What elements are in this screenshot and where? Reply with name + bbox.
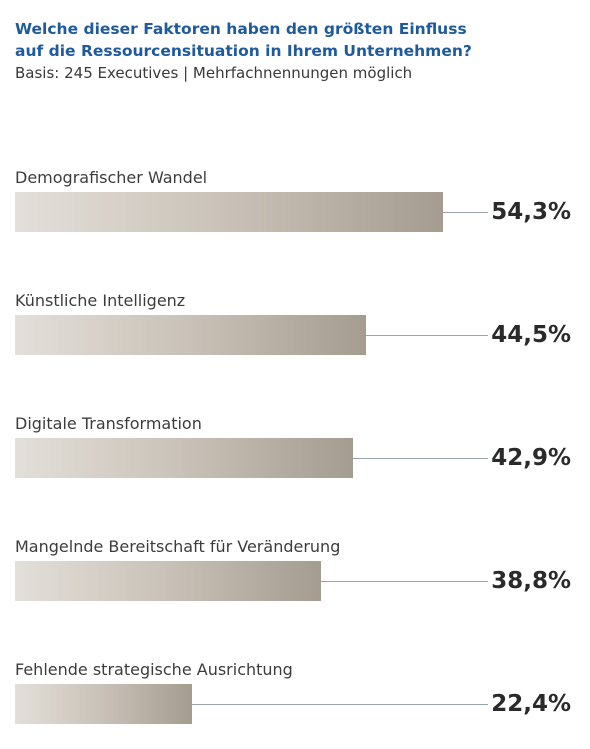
category-label: Mangelnde Bereitschaft für Veränderung bbox=[15, 537, 341, 556]
category-label: Demografischer Wandel bbox=[15, 168, 208, 187]
value-label: 54,3% bbox=[491, 199, 571, 225]
leader-line bbox=[443, 212, 488, 213]
leader-line bbox=[365, 335, 488, 336]
chart-header: Welche dieser Faktoren haben den größten… bbox=[15, 18, 575, 84]
value-label: 42,9% bbox=[491, 445, 571, 471]
leader-line bbox=[191, 704, 488, 705]
bar bbox=[15, 192, 443, 232]
category-label: Künstliche Intelligenz bbox=[15, 291, 186, 310]
value-label: 22,4% bbox=[491, 691, 571, 717]
chart-title: Welche dieser Faktoren haben den größten… bbox=[15, 20, 472, 60]
category-label: Digitale Transformation bbox=[15, 414, 202, 433]
bar bbox=[15, 438, 354, 478]
value-label: 38,8% bbox=[491, 568, 571, 594]
category-label: Fehlende strategische Ausrichtung bbox=[15, 660, 293, 679]
value-label: 44,5% bbox=[491, 322, 571, 348]
bar bbox=[15, 561, 321, 601]
bar bbox=[15, 315, 366, 355]
bar bbox=[15, 684, 192, 724]
chart-subtitle: Basis: 245 Executives | Mehrfachnennunge… bbox=[15, 64, 413, 82]
leader-line bbox=[320, 581, 488, 582]
leader-line bbox=[353, 458, 488, 459]
